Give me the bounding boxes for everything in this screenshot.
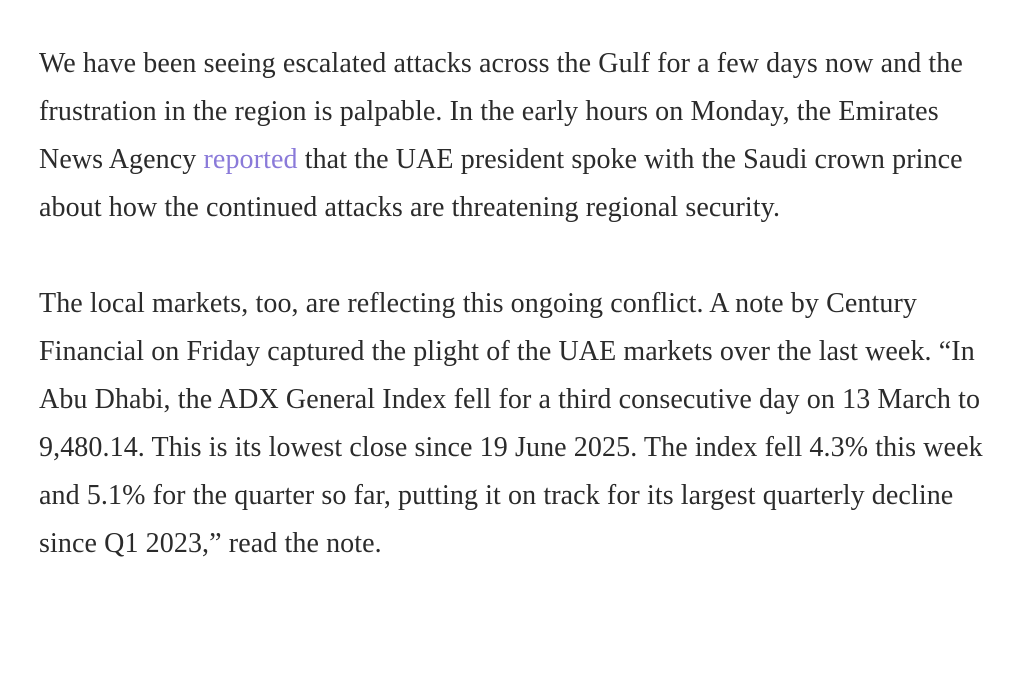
- paragraph-1-text-after-link: that the UAE president spoke with the Sa…: [39, 144, 963, 223]
- article-body: We have been seeing escalated attacks ac…: [39, 40, 1001, 568]
- reported-link[interactable]: reported: [203, 144, 298, 175]
- paragraph-1: We have been seeing escalated attacks ac…: [39, 40, 1001, 232]
- paragraph-1-text-before-link: We have been seeing escalated attacks ac…: [39, 48, 963, 175]
- paragraph-2: The local markets, too, are reflecting t…: [39, 288, 983, 559]
